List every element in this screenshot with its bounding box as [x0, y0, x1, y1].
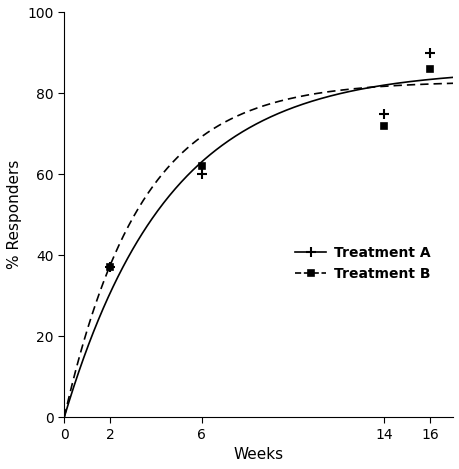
X-axis label: Weeks: Weeks: [233, 447, 283, 462]
Legend: Treatment A, Treatment B: Treatment A, Treatment B: [289, 240, 436, 287]
Y-axis label: % Responders: % Responders: [7, 160, 22, 270]
